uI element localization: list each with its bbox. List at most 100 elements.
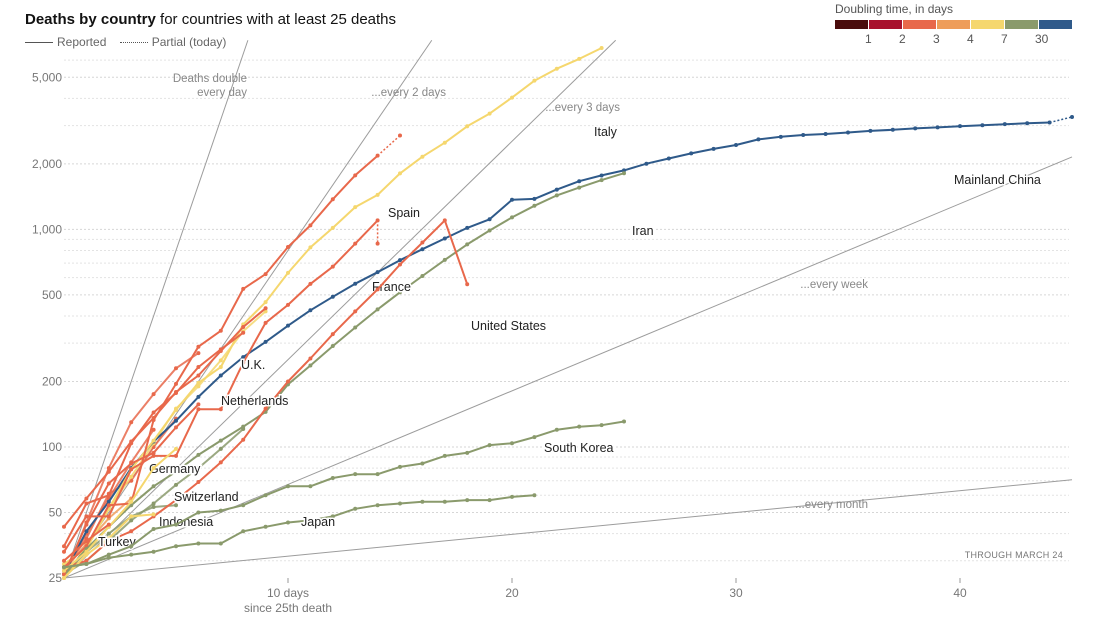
data-point bbox=[554, 66, 559, 71]
data-point bbox=[196, 394, 201, 399]
doubling-label: 1 bbox=[865, 32, 872, 46]
data-point bbox=[151, 504, 156, 509]
data-point bbox=[84, 529, 89, 534]
data-point bbox=[398, 290, 402, 295]
data-point bbox=[241, 360, 246, 365]
series-label: Netherlands bbox=[221, 394, 288, 408]
data-point bbox=[532, 78, 537, 83]
series-label: France bbox=[372, 280, 411, 294]
series-label: Japan bbox=[301, 515, 335, 529]
data-point bbox=[353, 173, 358, 178]
data-point bbox=[308, 223, 313, 228]
legend-reported: Reported bbox=[25, 35, 106, 49]
y-tick-label: 200 bbox=[42, 374, 62, 388]
data-point bbox=[442, 218, 447, 223]
data-point bbox=[398, 464, 402, 469]
data-point bbox=[420, 154, 425, 159]
series-line bbox=[63, 448, 177, 572]
data-point bbox=[398, 258, 402, 263]
reference-line-label: ...every 2 days bbox=[371, 87, 446, 99]
reference-line-label: ...every 3 days bbox=[545, 102, 620, 114]
data-point bbox=[420, 461, 425, 466]
data-point bbox=[174, 418, 178, 423]
data-point bbox=[151, 427, 156, 432]
data-point bbox=[465, 450, 470, 455]
doubling-color-bar bbox=[835, 20, 1075, 29]
data-point bbox=[129, 461, 134, 466]
data-point bbox=[330, 197, 335, 202]
data-point bbox=[442, 257, 447, 262]
data-point bbox=[308, 356, 313, 361]
data-point bbox=[241, 437, 246, 442]
data-point bbox=[218, 349, 223, 354]
reference-label-line: every day bbox=[197, 87, 247, 99]
data-point bbox=[241, 424, 246, 429]
y-tick-label: 1,000 bbox=[32, 222, 62, 236]
line-style-legend: Reported Partial (today) bbox=[25, 34, 236, 49]
data-point bbox=[174, 544, 178, 549]
doubling-label: 7 bbox=[1001, 32, 1008, 46]
data-point bbox=[577, 179, 582, 184]
series-label: Turkey bbox=[98, 535, 136, 549]
data-point bbox=[666, 156, 671, 161]
chart-title-bold: Deaths by country bbox=[25, 11, 156, 28]
data-point bbox=[375, 307, 380, 312]
data-point bbox=[263, 300, 268, 305]
data-point bbox=[868, 128, 873, 133]
doubling-swatch bbox=[1039, 20, 1072, 29]
data-point bbox=[308, 518, 313, 523]
data-point bbox=[487, 228, 492, 233]
data-point bbox=[196, 480, 201, 485]
data-point bbox=[174, 381, 178, 386]
data-point bbox=[622, 419, 626, 424]
y-tick-label: 100 bbox=[42, 440, 62, 454]
data-point bbox=[84, 561, 89, 566]
data-point bbox=[532, 435, 537, 440]
data-point bbox=[196, 365, 201, 370]
data-point bbox=[129, 420, 134, 425]
data-point bbox=[106, 531, 111, 536]
x-axis-label: since 25th death bbox=[244, 601, 332, 615]
data-point bbox=[465, 225, 470, 230]
data-point bbox=[599, 173, 604, 178]
data-point bbox=[62, 549, 66, 554]
data-point bbox=[263, 339, 268, 344]
doubling-swatch bbox=[903, 20, 936, 29]
data-point bbox=[442, 453, 447, 458]
data-point bbox=[510, 441, 514, 446]
data-point bbox=[151, 392, 156, 397]
data-point bbox=[442, 236, 447, 241]
series-label: South Korea bbox=[544, 441, 614, 455]
data-point bbox=[129, 514, 134, 519]
reference-line-label: ...every month bbox=[795, 499, 868, 511]
data-point bbox=[174, 522, 178, 527]
data-point bbox=[353, 241, 358, 246]
data-point bbox=[106, 522, 111, 527]
data-point bbox=[151, 415, 156, 420]
data-point bbox=[510, 494, 514, 499]
data-point bbox=[218, 358, 223, 363]
data-point bbox=[286, 379, 290, 384]
data-point bbox=[241, 330, 246, 335]
series-line bbox=[63, 172, 625, 575]
data-point bbox=[420, 240, 425, 245]
data-point bbox=[218, 438, 223, 443]
data-point bbox=[330, 264, 335, 269]
data-point bbox=[353, 506, 358, 511]
data-point bbox=[442, 140, 447, 145]
data-point bbox=[1002, 122, 1007, 127]
data-point bbox=[913, 126, 918, 131]
data-point bbox=[778, 134, 783, 139]
data-point bbox=[84, 522, 89, 527]
data-point bbox=[106, 481, 111, 486]
data-point bbox=[174, 469, 178, 474]
data-point bbox=[532, 203, 537, 208]
doubling-swatch bbox=[835, 20, 868, 29]
data-point bbox=[174, 425, 178, 430]
data-point bbox=[151, 453, 156, 458]
y-tick-label: 50 bbox=[49, 505, 63, 519]
doubling-label: 30 bbox=[1035, 32, 1049, 46]
data-point bbox=[129, 518, 134, 523]
data-point bbox=[218, 373, 223, 378]
